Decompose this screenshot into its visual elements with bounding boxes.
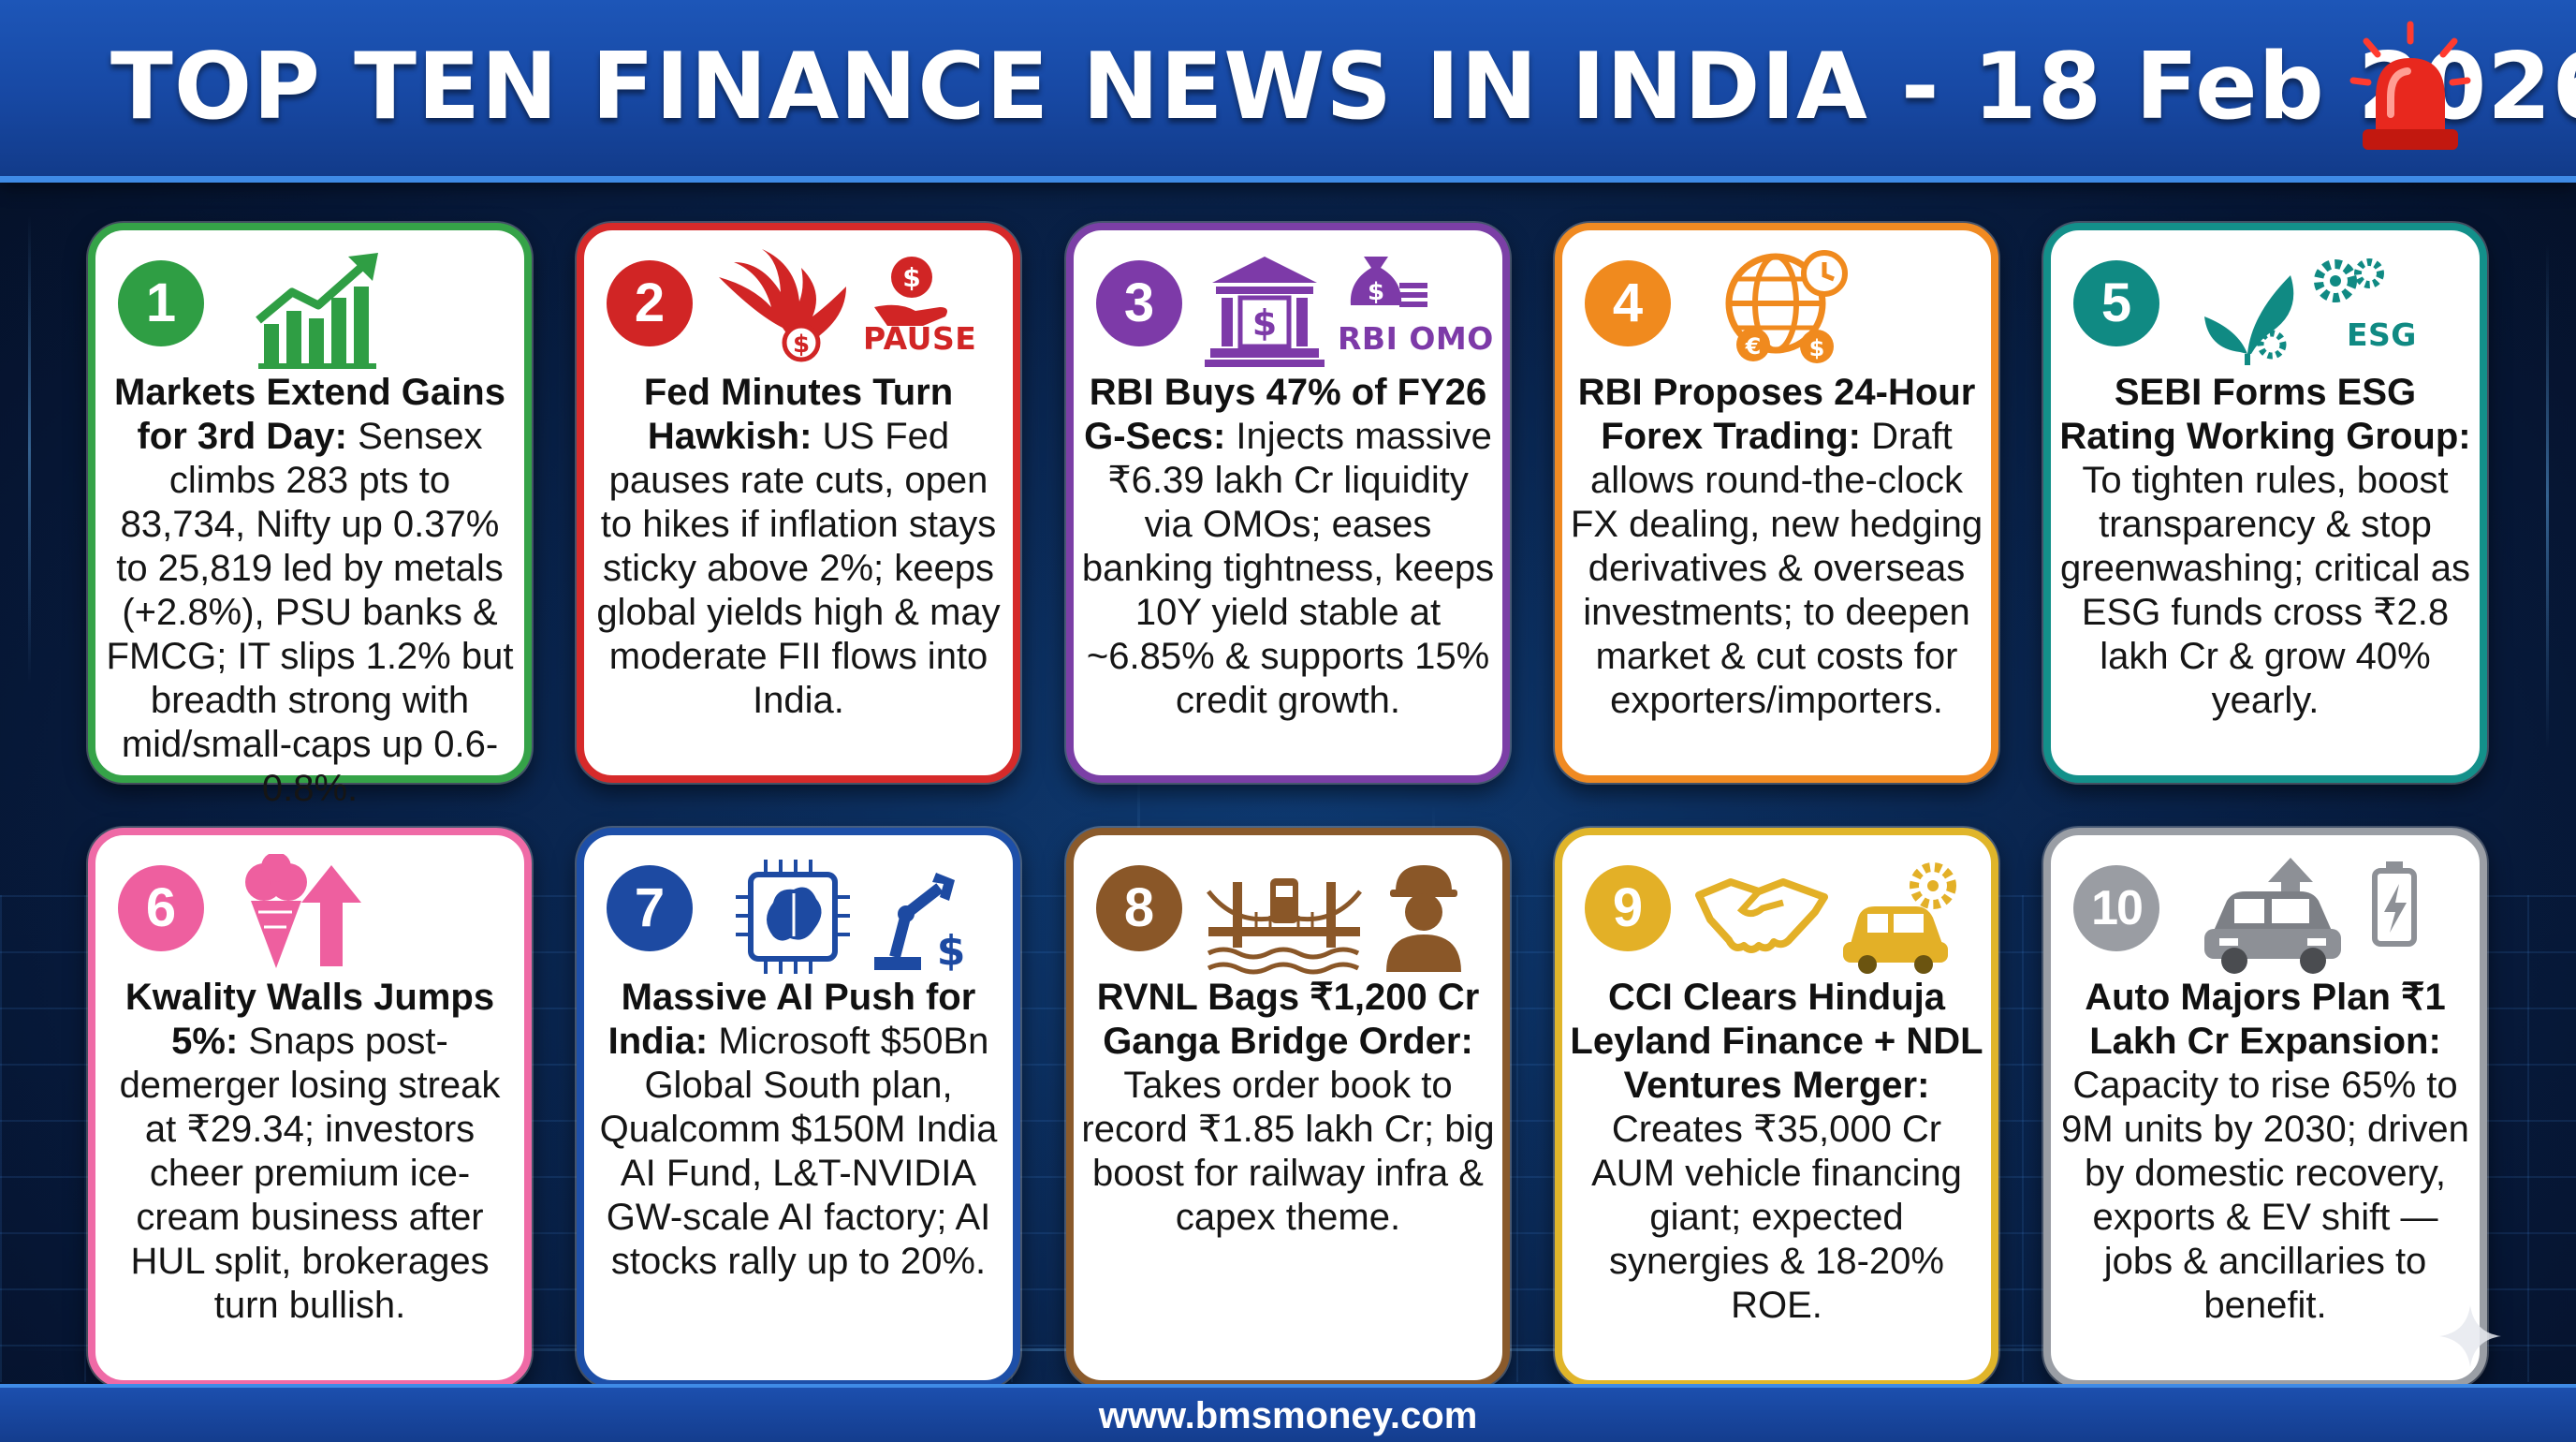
header-banner: TOP TEN FINANCE NEWS IN INDIA - 18 Feb 2… xyxy=(0,0,2576,183)
card-text: Injects massive ₹6.39 lakh Cr liquidity … xyxy=(1081,416,1495,721)
card-headline: Auto Majors Plan ₹1 Lakh Cr Expansion: xyxy=(2085,977,2446,1062)
card-number-badge: 6 xyxy=(118,865,204,951)
esg-tag: ESG xyxy=(2347,316,2417,353)
card-number-badge: 7 xyxy=(607,865,693,951)
card-text: Draft allows round-the-clock FX dealing,… xyxy=(1570,416,1983,721)
card-number-badge: 10 xyxy=(2073,865,2159,951)
news-card-7[interactable]: 7 $ Massive AI Push for India: Microsoft… xyxy=(577,828,1020,1388)
card-headline: Fed Minutes Turn Hawkish: xyxy=(643,372,954,457)
card-text: To tighten rules, boost transparency & s… xyxy=(2060,460,2470,721)
card-headline: RVNL Bags ₹1,200 Cr Ganga Bridge Order: xyxy=(1096,977,1480,1062)
car-arrow-battery-icon xyxy=(2204,858,2417,974)
card-body: RBI Buys 47% of FY26 G-Secs: Injects mas… xyxy=(1081,371,1495,723)
bridge-train-worker-icon xyxy=(1207,865,1461,975)
leaf-gears-icon xyxy=(2204,258,2384,365)
bank-money-bag-icon: $ $ xyxy=(1205,257,1427,367)
pause-tag: PAUSE xyxy=(863,320,977,357)
website-link[interactable]: www.bmsmoney.com xyxy=(1098,1395,1478,1436)
card-body: RBI Proposes 24-Hour Forex Trading: Draf… xyxy=(1570,371,1983,723)
card-headline: RBI Proposes 24-Hour Forex Trading: xyxy=(1577,372,1976,457)
eagle-dollar-icon: $ $ xyxy=(719,249,947,362)
page-title: TOP TEN FINANCE NEWS IN INDIA - 18 Feb 2… xyxy=(110,34,2576,140)
footer-bar: www.bmsmoney.com xyxy=(0,1384,2576,1442)
card-body: Markets Extend Gains for 3rd Day: Sensex… xyxy=(103,371,517,811)
card-text: Snaps post-demerger losing streak at ₹29… xyxy=(119,1021,501,1326)
card-body: Massive AI Push for India: Microsoft $50… xyxy=(592,976,1005,1284)
card-number-badge: 4 xyxy=(1585,260,1671,346)
globe-clock-currency-icon: € $ xyxy=(1725,250,1848,363)
card-headline: Kwality Walls Jumps 5%: xyxy=(124,977,495,1062)
news-card-5[interactable]: 5 ESG SEBI Forms ESG Rating Working Grou… xyxy=(2043,223,2487,783)
card-number-badge: 8 xyxy=(1096,865,1182,951)
news-card-3[interactable]: 3 $ $ RBI OMO RBI Buys 47% of FY26 G-Sec… xyxy=(1066,223,1510,783)
news-card-4[interactable]: 4 € $ RBI Proposes 24-Hour Forex Trading… xyxy=(1555,223,1998,783)
card-number-badge: 1 xyxy=(118,260,204,346)
card-headline: Massive AI Push for India: xyxy=(607,977,976,1062)
growth-chart-icon xyxy=(256,253,378,369)
card-body: Kwality Walls Jumps 5%: Snaps post-demer… xyxy=(103,976,517,1328)
news-card-2[interactable]: 2 $ $ PAUSE Fed Minutes Turn Hawkish: US… xyxy=(577,223,1020,783)
card-number-badge: 5 xyxy=(2073,260,2159,346)
svg-text:$: $ xyxy=(1252,302,1277,344)
card-headline: RBI Buys 47% of FY26 G-Secs: xyxy=(1084,372,1487,457)
rbi-omo-tag: RBI OMO xyxy=(1338,320,1494,357)
svg-text:€: € xyxy=(1745,333,1762,360)
news-card-1[interactable]: 1 Markets Extend Gains for 3rd Day: Sens… xyxy=(88,223,532,809)
card-text: Capacity to rise 65% to 9M units by 2030… xyxy=(2061,1065,2469,1326)
card-text: US Fed pauses rate cuts, open to hikes i… xyxy=(596,416,1001,721)
ice-cream-arrow-up-icon xyxy=(245,854,361,968)
card-body: Fed Minutes Turn Hawkish: US Fed pauses … xyxy=(592,371,1005,723)
ai-chip-robot-arm-icon: $ xyxy=(736,860,966,975)
card-headline: Markets Extend Gains for 3rd Day: xyxy=(114,372,505,457)
news-card-6[interactable]: 6 Kwality Walls Jumps 5%: Snaps post-dem… xyxy=(88,828,532,1388)
news-card-8[interactable]: 8 RVNL Bags ₹1,200 Cr Ganga Bridge Order… xyxy=(1066,828,1510,1388)
svg-text:$: $ xyxy=(902,262,920,293)
svg-text:$: $ xyxy=(1368,278,1384,306)
card-number-badge: 3 xyxy=(1096,260,1182,346)
card-text: Creates ₹35,000 Cr AUM vehicle financing… xyxy=(1591,1109,1962,1326)
handshake-car-gear-icon xyxy=(1695,862,1956,974)
card-text: Sensex climbs 283 pts to 83,734, Nifty u… xyxy=(106,416,514,809)
news-card-10[interactable]: 10 Auto Majors Plan ₹1 Lakh Cr Expansion… xyxy=(2043,828,2487,1388)
card-number-badge: 2 xyxy=(607,260,693,346)
card-headline: CCI Clears Hinduja Leyland Finance + NDL… xyxy=(1570,977,1983,1106)
card-body: SEBI Forms ESG Rating Working Group: To … xyxy=(2058,371,2472,723)
siren-icon xyxy=(2349,21,2471,150)
news-card-9[interactable]: 9 CCI Clears Hinduja Leyland Finance + N… xyxy=(1555,828,1998,1388)
card-body: RVNL Bags ₹1,200 Cr Ganga Bridge Order: … xyxy=(1081,976,1495,1240)
card-headline: SEBI Forms ESG Rating Working Group: xyxy=(2059,372,2471,457)
card-text: Microsoft $50Bn Global South plan, Qualc… xyxy=(599,1021,998,1282)
svg-text:$: $ xyxy=(1809,335,1825,361)
card-body: Auto Majors Plan ₹1 Lakh Cr Expansion: C… xyxy=(2058,976,2472,1328)
svg-text:$: $ xyxy=(937,927,966,975)
svg-text:$: $ xyxy=(793,331,810,359)
card-text: Takes order book to record ₹1.85 lakh Cr… xyxy=(1081,1065,1495,1238)
sparkle-icon xyxy=(2439,1305,2501,1367)
card-number-badge: 9 xyxy=(1585,865,1671,951)
card-body: CCI Clears Hinduja Leyland Finance + NDL… xyxy=(1570,976,1983,1328)
